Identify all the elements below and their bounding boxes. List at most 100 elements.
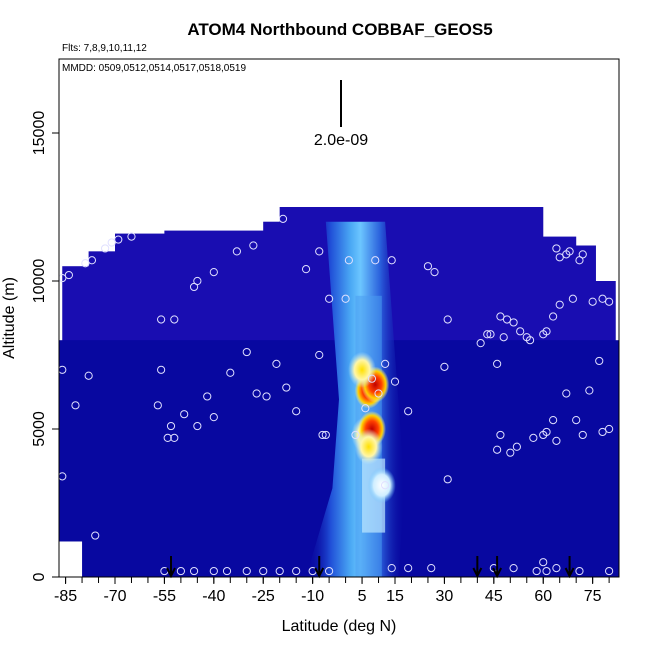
observation-point <box>496 312 505 321</box>
observation-point <box>321 430 330 440</box>
observation-point <box>496 430 505 440</box>
observation-point <box>278 214 288 223</box>
observation-point <box>374 389 383 398</box>
observation-point <box>371 256 380 265</box>
observation-point <box>381 481 390 490</box>
observation-point <box>189 566 199 576</box>
observation-point <box>282 383 291 392</box>
observation-point <box>166 421 176 431</box>
observation-point <box>101 244 110 253</box>
observation-point <box>575 566 584 576</box>
observation-point <box>157 365 166 374</box>
x-tick-label: -10 <box>301 588 324 605</box>
observation-point <box>64 270 73 280</box>
observation-point <box>502 315 512 324</box>
observation-point <box>292 566 301 576</box>
observation-point <box>209 413 218 422</box>
observation-point <box>315 350 324 360</box>
scale-bar-label: 2.0e-09 <box>314 132 368 149</box>
observation-point <box>430 268 439 277</box>
observation-point <box>605 424 614 434</box>
y-axis-label: Altitude (m) <box>1 277 18 359</box>
observation-point <box>578 430 587 440</box>
observation-points <box>59 186 614 576</box>
observation-point <box>549 416 558 425</box>
observation-point <box>81 259 90 268</box>
observation-point <box>572 416 581 425</box>
observation-point <box>605 566 614 576</box>
y-tick-label: 15000 <box>31 111 48 156</box>
observation-point <box>381 359 390 368</box>
x-tick-label: 45 <box>485 588 503 605</box>
observation-point <box>486 330 495 339</box>
observation-point <box>193 421 202 431</box>
observation-point <box>387 256 396 265</box>
observation-point <box>170 315 179 324</box>
observation-point <box>585 386 594 395</box>
observation-point <box>404 407 413 416</box>
observation-point <box>262 392 271 401</box>
observation-point <box>170 433 179 442</box>
observation-point <box>552 564 561 573</box>
x-tick-label: -55 <box>153 588 176 605</box>
observation-point <box>568 294 577 303</box>
observation-point <box>344 256 353 265</box>
observation-point <box>87 256 97 265</box>
observation-point <box>512 442 521 451</box>
observation-point <box>605 297 614 306</box>
down-arrow <box>492 556 503 579</box>
observation-point <box>292 407 301 416</box>
arrow-markers <box>166 556 575 579</box>
observation-point <box>542 566 551 576</box>
down-arrow <box>472 556 483 579</box>
x-axis-label: Latitude (deg N) <box>282 618 397 635</box>
x-tick-label: 15 <box>386 588 404 605</box>
observation-point <box>575 256 584 265</box>
observation-point <box>209 268 218 277</box>
observation-point <box>555 253 564 262</box>
observation-point <box>259 566 268 576</box>
observation-point <box>440 362 449 371</box>
x-tick-label: 30 <box>436 588 454 605</box>
observation-point <box>153 401 162 410</box>
observation-point <box>232 247 241 256</box>
hotspot-layer <box>348 351 396 504</box>
y-axis: 0 5000 10000 15000 <box>31 59 60 581</box>
observation-point <box>476 339 485 348</box>
x-tick-label: 75 <box>584 588 602 605</box>
observation-point <box>562 389 571 398</box>
gap-notch <box>59 541 83 577</box>
observation-point <box>203 392 212 401</box>
observation-point <box>301 265 311 274</box>
observation-point <box>423 262 433 271</box>
flights-note: Flts: 7,8,9,10,11,12 <box>62 43 147 54</box>
y-tick-label: 10000 <box>31 259 48 304</box>
observation-point <box>539 430 548 440</box>
observation-point <box>127 232 136 241</box>
observation-point <box>555 300 564 309</box>
x-tick-label: -85 <box>54 588 77 605</box>
observation-point <box>387 564 396 573</box>
observation-point <box>59 273 67 283</box>
observation-point <box>499 333 508 342</box>
observation-point <box>315 247 324 256</box>
chart-title: ATOM4 Northbound COBBAF_GEOS5 <box>187 20 492 39</box>
hotspot-yellow <box>348 351 377 388</box>
observation-point <box>351 430 360 440</box>
observation-point <box>516 327 525 336</box>
observation-point <box>318 430 327 440</box>
observation-point <box>588 297 597 306</box>
observation-point <box>565 247 574 256</box>
observation-point <box>341 294 350 303</box>
observation-point <box>71 401 80 410</box>
down-arrow <box>314 556 325 579</box>
x-tick-label: -25 <box>252 588 275 605</box>
observation-point <box>59 365 67 374</box>
observation-point <box>542 327 551 336</box>
observation-point <box>226 368 235 377</box>
observation-point <box>539 558 548 567</box>
observation-point <box>493 445 502 454</box>
x-tick-label: -70 <box>103 588 126 605</box>
observation-point <box>367 374 377 383</box>
observation-point <box>272 359 281 368</box>
